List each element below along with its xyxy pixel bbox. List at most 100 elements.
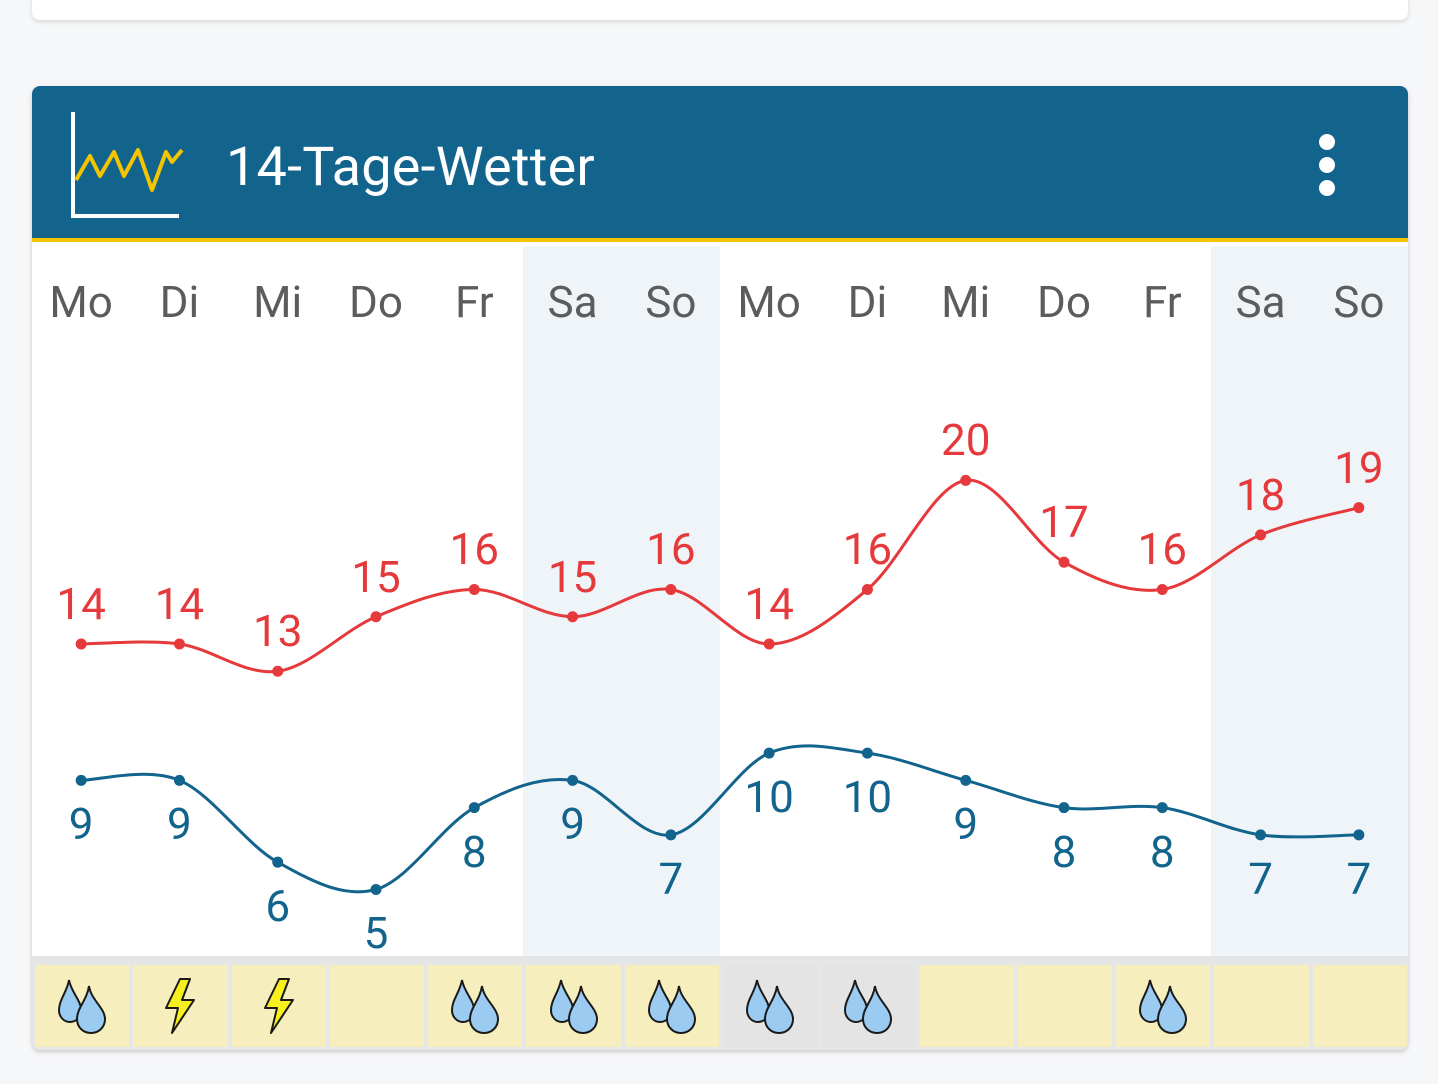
high-temp-label: 16: [449, 523, 500, 576]
high-temp-label: 15: [547, 550, 598, 603]
high-temp-label: 13: [252, 605, 303, 658]
precipitation-cell[interactable]: [329, 965, 425, 1047]
day-label: Sa: [547, 276, 598, 328]
precipitation-cell[interactable]: [35, 965, 130, 1047]
precipitation-cell[interactable]: [1116, 965, 1211, 1047]
day-label: Di: [847, 276, 888, 328]
high-temp-point: [1156, 583, 1168, 595]
precipitation-cell[interactable]: [821, 965, 916, 1047]
card-title: 14-Tage-Wetter: [226, 136, 595, 199]
high-temp-point: [861, 583, 873, 595]
day-label: Sa: [1235, 276, 1286, 328]
high-temp-point: [1353, 502, 1365, 514]
precipitation-cell[interactable]: [723, 965, 818, 1047]
high-temp-line: [81, 478, 1360, 674]
low-temp-label: 5: [363, 907, 389, 960]
high-temp-label: 16: [1137, 523, 1188, 576]
low-temp-label: 7: [1248, 852, 1273, 905]
card-header: 14-Tage-Wetter: [32, 86, 1408, 242]
low-temp-label: 9: [68, 798, 94, 851]
high-temp-point: [468, 583, 480, 595]
precipitation-cell[interactable]: [919, 965, 1014, 1047]
precipitation-cell[interactable]: [428, 965, 523, 1047]
lightning-icon: [263, 978, 294, 1034]
low-temp-label: 7: [658, 852, 684, 905]
precipitation-cell[interactable]: [133, 965, 228, 1047]
day-label: Fr: [454, 276, 494, 328]
high-temp-point: [763, 638, 775, 650]
high-temp-point: [567, 611, 579, 623]
high-temp-point: [960, 474, 972, 486]
low-temp-point: [763, 747, 775, 759]
day-label: So: [1333, 276, 1385, 328]
high-temp-point: [272, 665, 284, 677]
low-temp-point: [665, 829, 677, 841]
low-temp-point: [468, 802, 480, 814]
high-temp-label: 20: [940, 414, 991, 467]
precipitation-cell[interactable]: [624, 965, 719, 1047]
high-temp-label: 14: [154, 578, 205, 630]
high-temp-label: 17: [1039, 496, 1089, 549]
day-label: Do: [349, 276, 403, 328]
low-temp-label: 9: [953, 798, 979, 851]
low-temp-point: [1255, 829, 1267, 841]
day-label: Do: [1037, 276, 1091, 328]
precipitation-cell[interactable]: [526, 965, 621, 1047]
low-temp-point: [370, 883, 382, 895]
high-temp-point: [370, 611, 382, 623]
high-temp-point: [1255, 529, 1267, 541]
rain-drops-icon: [844, 979, 893, 1035]
high-temp-label: 19: [1334, 441, 1384, 494]
high-temp-label: 14: [56, 578, 106, 630]
precipitation-cell[interactable]: [1214, 965, 1309, 1047]
low-temp-point: [861, 747, 873, 759]
weekend-background: [1211, 246, 1408, 958]
high-temp-label: 18: [1235, 468, 1286, 521]
rain-drops-icon: [451, 979, 500, 1035]
low-temp-point: [1353, 829, 1365, 841]
low-temp-label: 10: [842, 771, 893, 824]
low-temp-label: 9: [167, 798, 192, 851]
low-temp-point: [567, 774, 579, 786]
day-label: Fr: [1142, 276, 1182, 328]
low-temp-label: 10: [744, 771, 794, 824]
high-temp-point: [173, 638, 185, 650]
rain-drops-icon: [1139, 979, 1188, 1035]
line-chart-icon: [71, 112, 184, 218]
rain-drops-icon: [746, 979, 795, 1035]
high-temp-label: 15: [351, 550, 401, 603]
day-label: So: [645, 276, 697, 328]
high-temp-label: 14: [744, 578, 794, 630]
low-temp-label: 8: [461, 825, 487, 878]
low-temp-label: 8: [1051, 825, 1077, 878]
high-temp-point: [75, 638, 87, 650]
low-temp-point: [173, 774, 185, 786]
low-temp-point: [960, 774, 972, 786]
precipitation-cell[interactable]: [231, 965, 326, 1047]
rain-drops-icon: [647, 979, 696, 1035]
precipitation-cell[interactable]: [1017, 965, 1113, 1047]
low-temp-point: [1156, 802, 1168, 814]
precipitation-cell[interactable]: [1312, 965, 1407, 1047]
low-temp-point: [272, 856, 284, 868]
day-label: Mi: [253, 276, 303, 328]
day-label: Di: [159, 276, 200, 328]
low-temp-point: [75, 774, 87, 786]
low-temp-label: 9: [560, 798, 585, 851]
low-temp-label: 8: [1149, 825, 1175, 878]
low-temp-label: 6: [265, 880, 291, 933]
forecast-card: 14-Tage-Wetter Mo Di Mi Do Fr Sa So Mo Di Mi Do Fr S…: [32, 86, 1408, 1050]
high-temp-label: 16: [646, 523, 696, 576]
day-label: Mi: [941, 276, 991, 328]
low-temp-label: 7: [1346, 852, 1372, 905]
low-temp-line: [81, 744, 1359, 894]
high-temp-point: [665, 583, 677, 595]
high-temp-label: 16: [842, 523, 893, 576]
more-vert-icon[interactable]: [1310, 130, 1344, 200]
precipitation-icons-row: [32, 956, 1408, 1050]
rain-drops-icon: [549, 979, 598, 1035]
lightning-icon: [165, 978, 196, 1034]
day-label: Mo: [49, 276, 113, 328]
day-label: Mo: [737, 276, 801, 328]
low-temp-point: [1058, 802, 1070, 814]
